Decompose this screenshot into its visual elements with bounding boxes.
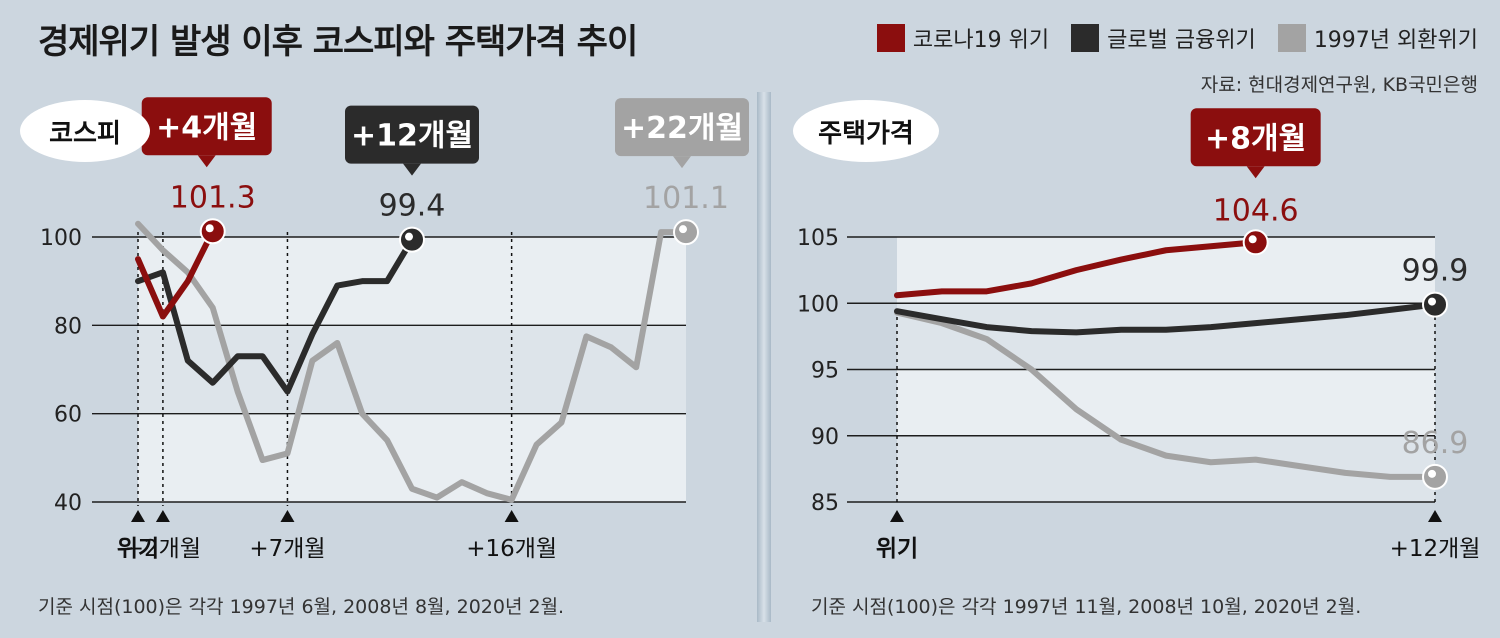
kospi-y-tick-label: 60 [54, 403, 82, 428]
housing-x-marker-label: +12개월 [1390, 536, 1481, 562]
legend-swatch-covid [876, 24, 905, 52]
housing-end-point-2 [1422, 463, 1448, 490]
kospi-callout-label-1: +12개월 [351, 119, 473, 154]
housing-end-value-label-2: 86.9 [1402, 426, 1469, 461]
kospi-x-marker-label: +16개월 [466, 536, 557, 562]
kospi-end-point-0 [199, 218, 226, 245]
source-note: 자료: 현대경제연구원, KB국민은행 [1200, 74, 1478, 96]
chart-title: 경제위기 발생 이후 코스피와 주택가격 추이 [38, 22, 638, 62]
housing-chart: 85 90 95 100 105 위기 +12개월 86.9 99.9 104.6 +8개월 [797, 108, 1481, 562]
housing-y-tick-label: 90 [811, 425, 839, 450]
housing-plot-band [897, 369, 1435, 436]
kospi-end-value-label-0: 101.3 [170, 180, 256, 215]
legend-swatch-1997 [1277, 24, 1306, 52]
kospi-callout-label-2: +22개월 [621, 111, 743, 146]
kospi-marker-triangle [280, 510, 295, 522]
kospi-end-point-1 [399, 226, 425, 253]
housing-end-point-highlight-1 [1428, 297, 1436, 306]
housing-end-point-highlight-2 [1428, 469, 1436, 478]
housing-y-tick-label: 95 [811, 359, 839, 384]
housing-marker-triangle [890, 510, 904, 522]
kospi-marker-triangle [131, 510, 145, 522]
panel-divider [757, 92, 771, 622]
kospi-callout-pointer-2 [673, 156, 691, 169]
kospi-series-line-1 [135, 236, 415, 395]
kospi-x-marker-label: +7개월 [249, 536, 325, 562]
housing-y-tick-label: 105 [797, 226, 839, 251]
kospi-end-point-2 [673, 219, 699, 246]
housing-panel: 85 90 95 100 105 위기 +12개월 86.9 99.9 104.6 +8개월 주택가… [771, 92, 1500, 638]
housing-series-line-0 [894, 239, 1259, 299]
kospi-callout-pointer-1 [403, 163, 421, 176]
housing-callout-pointer-0 [1246, 166, 1265, 179]
housing-marker-triangle [1428, 510, 1442, 522]
housing-callout-label-0: +8개월 [1205, 121, 1306, 156]
kospi-callout-box-0 [141, 97, 272, 156]
housing-series-line-2 [894, 309, 1438, 480]
kospi-callout-box-1 [345, 105, 479, 164]
housing-end-point-0 [1242, 229, 1269, 256]
kospi-y-tick-label: 80 [54, 314, 82, 339]
kospi-panel-title: 코스피 [20, 100, 150, 162]
legend-item-gfc: 글로벌 금융위기 [1071, 22, 1256, 54]
kospi-end-point-highlight-1 [405, 232, 413, 241]
kospi-end-point-highlight-0 [205, 224, 214, 233]
legend-item-1997: 1997년 외환위기 [1277, 22, 1478, 54]
kospi-footnote: 기준 시점(100)은 각각 1997년 6월, 2008년 8월, 2020년… [38, 596, 565, 618]
housing-panel-title: 주택가격 [793, 100, 939, 162]
housing-callout-box-0 [1190, 108, 1321, 167]
housing-y-tick-label: 100 [797, 292, 839, 317]
legend-label-1997: 1997년 외환위기 [1313, 28, 1478, 53]
kospi-x-marker-label: +2개월 [125, 536, 201, 562]
housing-end-value-label-0: 104.6 [1213, 193, 1299, 228]
housing-x-marker-label: 위기 [876, 536, 918, 562]
kospi-series-line-0 [135, 228, 216, 320]
kospi-callout-box-2 [615, 98, 749, 157]
legend-label-gfc: 글로벌 금융위기 [1107, 28, 1256, 53]
housing-end-value-label-1: 99.9 [1402, 254, 1469, 289]
legend-item-covid: 코로나19 위기 [876, 22, 1050, 54]
kospi-marker-triangle [155, 510, 170, 522]
kospi-x-marker-label: 위기 [117, 536, 159, 562]
legend-label-covid: 코로나19 위기 [912, 28, 1050, 53]
kospi-end-point-highlight-2 [679, 225, 687, 234]
legend: 코로나19 위기 글로벌 금융위기 1997년 외환위기 [876, 22, 1478, 54]
housing-end-point-highlight-0 [1248, 235, 1257, 244]
kospi-callout-label-0: +4개월 [156, 110, 257, 145]
legend-swatch-gfc [1071, 24, 1100, 52]
housing-y-tick-label: 85 [811, 491, 839, 516]
kospi-chart: 40 60 80 100 위기+2개월 +7개월 +16개월 101.1 +22개월 99.4 +1… [40, 97, 749, 562]
kospi-y-tick-label: 100 [40, 226, 82, 251]
housing-end-point-1 [1422, 291, 1448, 318]
kospi-panel: 40 60 80 100 위기 +2개월 +7개월 +16개월 101.1 +22개월 99.4 +1… [0, 92, 757, 638]
kospi-callout-pointer-0 [197, 155, 216, 168]
housing-plot-band [897, 435, 1435, 502]
kospi-y-tick-label: 40 [54, 491, 82, 516]
housing-footnote: 기준 시점(100)은 각각 1997년 11월, 2008년 10월, 202… [811, 596, 1362, 618]
kospi-end-value-label-2: 101.1 [643, 181, 729, 216]
kospi-marker-triangle [504, 510, 519, 522]
housing-series-line-1 [894, 301, 1438, 336]
kospi-end-value-label-1: 99.4 [379, 189, 446, 224]
